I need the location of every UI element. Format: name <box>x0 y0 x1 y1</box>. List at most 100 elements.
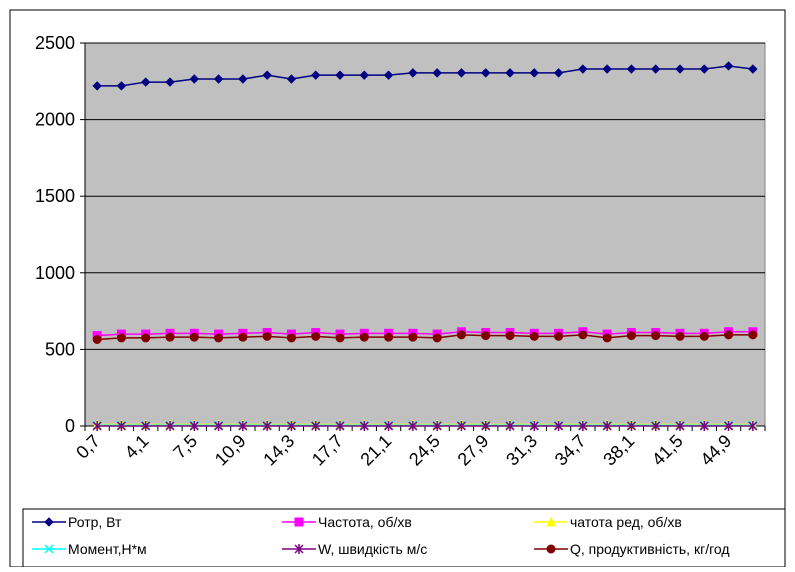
legend-item: Q, продуктивність, кг/год <box>534 541 730 557</box>
legend-label: Момент,Н*м <box>68 541 147 557</box>
y-tick-label: 1000 <box>35 263 75 283</box>
data-point <box>189 74 199 84</box>
series-group <box>92 61 758 431</box>
data-point <box>724 330 734 340</box>
data-point <box>408 332 418 342</box>
data-point <box>213 74 224 84</box>
data-point <box>116 333 126 343</box>
data-point <box>554 331 564 341</box>
legend-item: W, швидкість м/с <box>282 541 427 557</box>
data-point <box>748 421 758 431</box>
data-point <box>553 68 564 78</box>
series-line <box>97 65 753 87</box>
data-point <box>408 421 418 431</box>
data-point <box>456 330 466 340</box>
data-point <box>116 421 126 431</box>
data-point <box>699 64 709 74</box>
data-point <box>286 421 296 431</box>
data-point <box>651 331 661 341</box>
legend-label: Q, продуктивність, кг/год <box>570 541 730 557</box>
legend-marker <box>294 517 304 527</box>
data-point <box>262 421 272 431</box>
data-point <box>335 333 345 343</box>
data-point <box>675 421 685 431</box>
data-point <box>92 334 102 344</box>
data-point <box>165 421 175 431</box>
data-point <box>359 70 369 80</box>
data-point <box>92 421 102 431</box>
data-point <box>456 68 467 78</box>
data-point <box>238 74 248 84</box>
data-point <box>481 331 491 341</box>
data-point <box>699 421 709 431</box>
data-point <box>578 421 588 431</box>
plot-area <box>84 42 766 427</box>
data-point <box>141 421 151 431</box>
data-point <box>165 77 175 87</box>
data-point <box>529 68 539 78</box>
legend-marker <box>294 544 304 554</box>
legend-item: чатота ред, об/хв <box>534 514 682 530</box>
data-point <box>481 68 491 78</box>
legend-item: Ротр, Вт <box>32 514 122 530</box>
data-point <box>432 333 442 343</box>
y-tick-label: 500 <box>45 339 75 359</box>
data-point <box>456 421 466 431</box>
data-point <box>602 64 612 74</box>
data-point <box>92 81 102 91</box>
legend-item: Момент,Н*м <box>32 541 147 557</box>
legend-marker <box>546 544 556 554</box>
data-point <box>189 332 199 342</box>
data-point <box>724 421 734 431</box>
y-axis: 0 500 1000 1500 2000 2500 <box>35 33 86 436</box>
y-tick-label: 2000 <box>35 110 75 130</box>
data-point <box>262 331 272 341</box>
legend-box <box>22 508 786 568</box>
data-point <box>505 68 515 78</box>
data-point <box>311 70 321 80</box>
data-point <box>141 333 151 343</box>
data-point <box>554 421 564 431</box>
legend-marker <box>44 544 54 554</box>
data-point <box>383 70 394 80</box>
series-line <box>97 334 753 341</box>
legend-label: W, швидкість м/с <box>318 541 427 557</box>
data-point <box>141 77 151 87</box>
series-5 <box>92 330 758 344</box>
data-point <box>432 421 442 431</box>
data-point <box>286 74 297 84</box>
data-point <box>262 70 272 80</box>
data-point <box>578 330 588 340</box>
data-point <box>675 331 685 341</box>
data-point <box>238 421 248 431</box>
legend-item: Частота, об/хв <box>282 514 412 530</box>
data-point <box>311 331 321 341</box>
data-point <box>578 64 588 74</box>
data-point <box>481 421 491 431</box>
data-point <box>335 70 345 80</box>
data-point <box>116 81 127 91</box>
series-4 <box>92 421 758 431</box>
data-point <box>286 333 296 343</box>
y-tick-label: 2500 <box>35 33 75 53</box>
data-point <box>723 61 734 71</box>
series-line <box>97 331 753 337</box>
data-point <box>408 68 418 78</box>
data-point <box>359 421 369 431</box>
data-point <box>335 421 345 431</box>
data-point <box>214 421 224 431</box>
data-point <box>602 421 612 431</box>
legend: Ротр, Вт Частота, об/хв чатота ред, об/хв М… <box>32 514 730 557</box>
data-point <box>214 333 224 343</box>
legend-marker <box>44 517 54 527</box>
legend-label: Ротр, Вт <box>68 514 122 530</box>
data-point <box>626 421 636 431</box>
data-point <box>699 331 709 341</box>
data-point <box>165 332 175 342</box>
data-point <box>626 331 636 341</box>
data-point <box>432 68 442 78</box>
series-0 <box>92 61 758 91</box>
legend-marker <box>546 516 556 527</box>
data-point <box>748 330 758 340</box>
